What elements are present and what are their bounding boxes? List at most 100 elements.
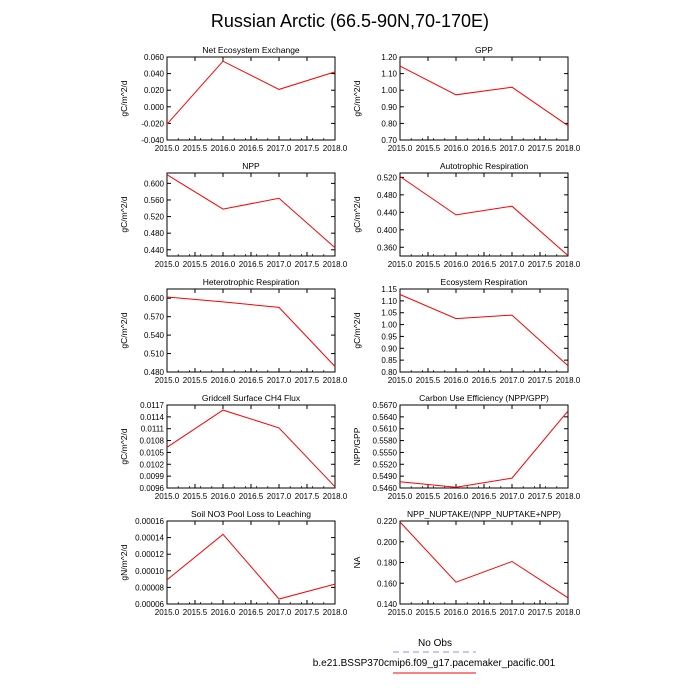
y-tick-label: 0.00008 bbox=[135, 583, 164, 592]
y-axis-label: gC/m^2/d bbox=[352, 80, 362, 116]
plot-frame bbox=[399, 56, 569, 141]
x-tick-label: 2016.0 bbox=[444, 608, 469, 617]
x-tick-label: 2017.0 bbox=[267, 260, 292, 269]
y-tick-label: 0.220 bbox=[377, 517, 398, 526]
x-tick-label: 2017.5 bbox=[528, 608, 553, 617]
x-tick-label: 2015.0 bbox=[155, 608, 180, 617]
x-tick-label: 2018.0 bbox=[556, 376, 581, 385]
y-tick-label: 0.0096 bbox=[140, 484, 165, 493]
panel-title: Heterotrophic Respiration bbox=[203, 277, 300, 287]
y-tick-label: 0.0099 bbox=[140, 472, 165, 481]
series-line bbox=[399, 410, 569, 488]
chart-soil-no3-pool-loss-to-leaching: Soil NO3 Pool Loss to Leaching 2015.0 2015… bbox=[119, 509, 348, 617]
y-tick-label: 0.00016 bbox=[135, 517, 164, 526]
panel-title: Net Ecosystem Exchange bbox=[202, 45, 300, 55]
y-axis-label: gC/m^2/d bbox=[119, 80, 129, 116]
x-tick-label: 2016.0 bbox=[211, 492, 236, 501]
y-tick-label: 0.480 bbox=[377, 191, 398, 200]
x-tick-label: 2016.5 bbox=[239, 376, 264, 385]
panel-title: Gridcell Surface CH4 Flux bbox=[202, 393, 301, 403]
y-tick-label: 1.00 bbox=[381, 86, 397, 95]
plot-frame bbox=[399, 172, 569, 257]
x-tick-label: 2017.0 bbox=[500, 608, 525, 617]
x-tick-label: 2016.0 bbox=[211, 376, 236, 385]
y-tick-label: 0.5460 bbox=[373, 484, 398, 493]
y-tick-label: 1.00 bbox=[381, 321, 397, 330]
y-axis-label: gC/m^2/d bbox=[352, 312, 362, 348]
x-tick-label: 2018.0 bbox=[556, 492, 581, 501]
series-line bbox=[166, 533, 336, 600]
y-tick-label: 0.020 bbox=[144, 86, 165, 95]
y-tick-label: 0.00006 bbox=[135, 600, 164, 609]
chart-npp: NPP 2015.0 2015.5 2016.0 2016.5 2017.0 2017.5 2… bbox=[119, 161, 348, 269]
x-tick-label: 2017.0 bbox=[500, 260, 525, 269]
y-tick-label: 0.00010 bbox=[135, 567, 164, 576]
x-tick-label: 2016.0 bbox=[211, 260, 236, 269]
legend: No Obs b.e21.BSSP370cmip6.f09_g17.pacema… bbox=[313, 638, 556, 674]
x-tick-label: 2016.0 bbox=[444, 144, 469, 153]
chart-carbon-use-efficiency-npp-gpp: Carbon Use Efficiency (NPP/GPP)2015.0 201… bbox=[352, 393, 581, 501]
y-tick-label: 0.000 bbox=[144, 103, 165, 112]
series-line bbox=[166, 60, 336, 125]
x-tick-label: 2015.5 bbox=[183, 492, 208, 501]
plot-frame bbox=[399, 404, 569, 489]
x-tick-label: 2015.5 bbox=[183, 260, 208, 269]
x-tick-label: 2017.0 bbox=[267, 144, 292, 153]
series-line bbox=[399, 176, 569, 256]
y-tick-label: 0.520 bbox=[144, 213, 165, 222]
x-tick-label: 2018.0 bbox=[323, 144, 348, 153]
x-tick-label: 2018.0 bbox=[556, 260, 581, 269]
x-tick-label: 2017.5 bbox=[295, 608, 320, 617]
y-tick-label: 0.600 bbox=[144, 179, 165, 188]
x-tick-label: 2016.5 bbox=[239, 144, 264, 153]
y-tick-label: 0.0105 bbox=[140, 448, 165, 457]
x-tick-label: 2018.0 bbox=[323, 492, 348, 501]
plot-frame bbox=[166, 520, 336, 605]
legend-label-no-obs: No Obs bbox=[418, 638, 452, 649]
x-tick-label: 2017.0 bbox=[267, 376, 292, 385]
x-tick-label: 2016.0 bbox=[444, 260, 469, 269]
y-tick-label: 0.040 bbox=[144, 70, 165, 79]
x-tick-label: 2015.0 bbox=[388, 144, 413, 153]
y-tick-label: 1.20 bbox=[381, 53, 397, 62]
y-tick-label: 0.140 bbox=[377, 600, 398, 609]
x-tick-label: 2017.0 bbox=[500, 376, 525, 385]
y-tick-label: 0.5490 bbox=[373, 472, 398, 481]
y-tick-label: 0.440 bbox=[377, 208, 398, 217]
x-tick-label: 2015.5 bbox=[416, 376, 441, 385]
y-tick-label: 0.85 bbox=[381, 356, 397, 365]
legend-label-run: b.e21.BSSP370cmip6.f09_g17.pacemaker_pac… bbox=[313, 658, 556, 669]
x-tick-label: 2017.0 bbox=[500, 492, 525, 501]
x-tick-label: 2017.0 bbox=[500, 144, 525, 153]
y-axis-label: NA bbox=[352, 556, 362, 568]
x-tick-label: 2017.5 bbox=[295, 260, 320, 269]
y-tick-label: -0.040 bbox=[141, 136, 164, 145]
x-tick-label: 2018.0 bbox=[323, 260, 348, 269]
panel-title: Soil NO3 Pool Loss to Leaching bbox=[191, 509, 311, 519]
y-tick-label: 1.05 bbox=[381, 309, 397, 318]
x-tick-label: 2018.0 bbox=[556, 144, 581, 153]
x-tick-label: 2015.0 bbox=[388, 608, 413, 617]
panel-title: GPP bbox=[475, 45, 493, 55]
plot-frame bbox=[166, 404, 336, 489]
y-tick-label: 0.060 bbox=[144, 53, 165, 62]
y-tick-label: 0.5670 bbox=[373, 401, 398, 410]
figure-title: Russian Arctic (66.5-90N,70-170E) bbox=[211, 11, 489, 31]
series-line bbox=[399, 65, 569, 127]
plot-frame bbox=[166, 172, 336, 257]
y-tick-label: 0.5520 bbox=[373, 460, 398, 469]
panel-title: Autotrophic Respiration bbox=[440, 161, 529, 171]
y-tick-label: 0.5580 bbox=[373, 437, 398, 446]
x-tick-label: 2015.0 bbox=[388, 492, 413, 501]
x-tick-label: 2016.5 bbox=[472, 492, 497, 501]
y-tick-label: 1.10 bbox=[381, 70, 397, 79]
chart-gpp: GPP 2015.0 2015.5 2016.0 2016.5 2017.0 2017.5 2… bbox=[352, 45, 581, 153]
y-tick-label: 0.480 bbox=[144, 368, 165, 377]
x-tick-label: 2017.5 bbox=[528, 260, 553, 269]
x-tick-label: 2018.0 bbox=[323, 608, 348, 617]
x-tick-label: 2017.5 bbox=[295, 376, 320, 385]
x-tick-label: 2016.0 bbox=[444, 376, 469, 385]
